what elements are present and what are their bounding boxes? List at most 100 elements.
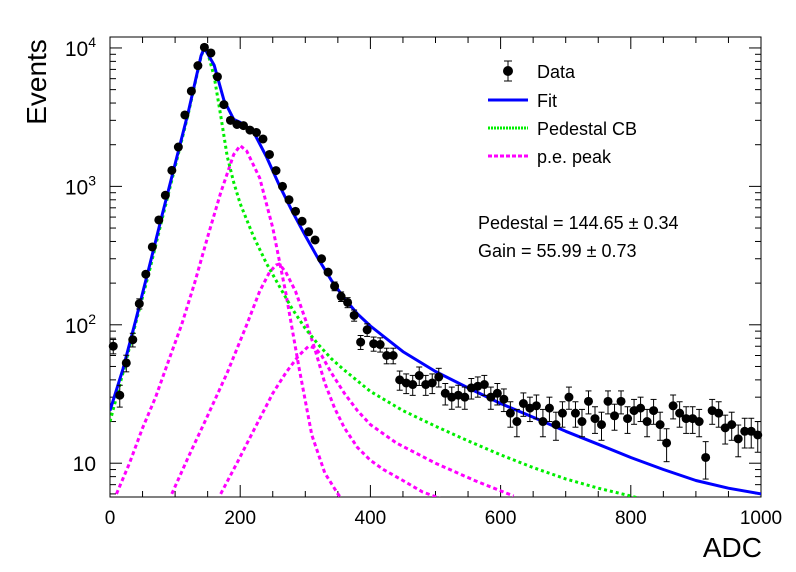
data-point: [323, 267, 333, 277]
data-point-marker: [271, 166, 281, 176]
data-point: [108, 338, 118, 355]
data-point: [284, 195, 294, 205]
data-point-marker: [141, 269, 151, 279]
data-point: [577, 408, 587, 438]
data-point: [356, 335, 366, 350]
data-point: [460, 386, 470, 410]
data-point-marker: [538, 417, 548, 427]
data-point-marker: [681, 414, 691, 424]
data-point: [694, 408, 704, 438]
data-point: [440, 383, 450, 406]
data-point: [251, 128, 261, 138]
data-point: [681, 406, 691, 434]
data-point-marker: [238, 121, 248, 131]
data-point-marker: [310, 235, 320, 245]
data-point: [720, 414, 730, 445]
x-tick-label: 1000: [740, 508, 782, 529]
x-tick-label: 400: [355, 508, 387, 529]
data-point: [258, 134, 268, 144]
data-point: [649, 398, 659, 425]
data-point-marker: [583, 396, 593, 406]
data-point: [297, 216, 307, 226]
data-point-marker: [219, 100, 229, 110]
data-point: [505, 401, 515, 428]
data-point: [512, 408, 522, 438]
data-point-marker: [212, 72, 222, 82]
data-point: [486, 386, 496, 410]
data-point: [219, 100, 229, 110]
data-point-marker: [603, 396, 613, 406]
data-point-marker: [134, 299, 144, 309]
legend: Data Fit Pedestal CB p.e. peak: [488, 60, 637, 167]
data-point-marker: [251, 128, 261, 138]
data-point: [740, 417, 750, 449]
plot-frame: [109, 36, 762, 498]
data-point: [304, 227, 314, 237]
data-point: [518, 392, 528, 417]
data-point: [662, 428, 672, 463]
data-point-marker: [173, 142, 183, 152]
data-point-marker: [356, 337, 366, 347]
y-tick-label: 104: [65, 34, 96, 61]
data-point-marker: [544, 403, 554, 413]
data-point-marker: [167, 165, 177, 175]
data-point-marker: [460, 392, 470, 402]
data-point-marker: [610, 411, 620, 421]
data-point-marker: [160, 190, 170, 200]
data-point-marker: [408, 380, 418, 390]
data-point-marker: [278, 181, 288, 191]
data-point: [317, 254, 327, 264]
data-point-marker: [616, 396, 626, 406]
data-point: [623, 406, 633, 434]
data-point-marker: [349, 310, 359, 320]
data-point-marker: [577, 417, 587, 427]
data-point: [134, 298, 144, 310]
data-point: [186, 86, 196, 96]
annotation-gain: Gain = 55.99 ± 0.73: [478, 241, 637, 261]
data-point: [382, 347, 392, 365]
legend-label-fit: Fit: [537, 91, 557, 111]
data-point: [115, 384, 125, 408]
data-point: [147, 242, 157, 252]
data-point-marker: [642, 417, 652, 427]
data-point-marker: [434, 372, 444, 382]
data-point-marker: [388, 351, 398, 361]
data-point-marker: [362, 325, 372, 335]
data-point: [603, 390, 613, 415]
data-point-marker: [186, 86, 196, 96]
data-point-marker: [323, 267, 333, 277]
data-point-marker: [180, 110, 190, 120]
data-point-marker: [427, 378, 437, 388]
data-point-marker: [108, 341, 118, 351]
data-point: [492, 383, 502, 406]
data-point-marker: [375, 340, 385, 350]
data-point: [636, 396, 646, 423]
data-point-marker: [264, 149, 274, 159]
data-point-marker: [193, 61, 203, 71]
data-point-marker: [382, 351, 392, 361]
series-p-e-peak-1-line: [115, 144, 343, 497]
data-point: [121, 354, 131, 373]
data-point: [271, 166, 281, 176]
legend-label-pe: p.e. peak: [537, 147, 612, 167]
data-point-marker: [297, 216, 307, 226]
data-point: [642, 408, 652, 438]
data-point: [199, 42, 209, 52]
data-point-marker: [317, 254, 327, 264]
data-point: [141, 269, 151, 279]
data-point-marker: [551, 420, 561, 430]
data-point-marker: [675, 408, 685, 418]
data-point-marker: [662, 438, 672, 448]
data-points: [108, 42, 763, 480]
data-point: [427, 373, 437, 395]
data-point-marker: [499, 394, 509, 404]
data-point-marker: [701, 452, 711, 462]
data-point-marker: [557, 408, 567, 418]
data-point: [414, 366, 424, 386]
y-tick-label: 10: [73, 453, 96, 476]
legend-data-marker: [503, 66, 513, 76]
x-tick-label: 200: [224, 508, 256, 529]
data-point-marker: [753, 430, 763, 440]
data-point: [291, 206, 301, 216]
